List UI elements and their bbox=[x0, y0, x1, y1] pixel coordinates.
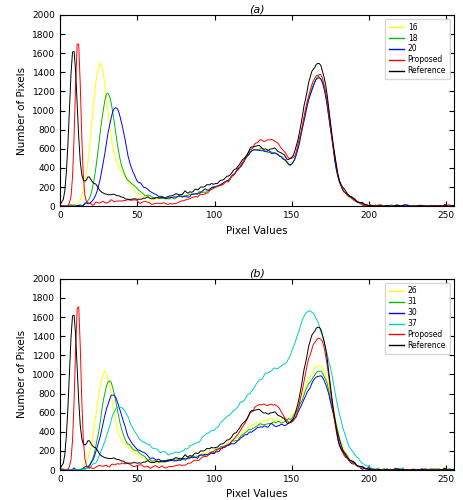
Title: (a): (a) bbox=[249, 4, 265, 14]
X-axis label: Pixel Values: Pixel Values bbox=[226, 226, 288, 235]
X-axis label: Pixel Values: Pixel Values bbox=[226, 490, 288, 500]
Legend: 26, 31, 30, 37, Proposed, Reference: 26, 31, 30, 37, Proposed, Reference bbox=[385, 282, 450, 354]
Y-axis label: Number of Pixels: Number of Pixels bbox=[17, 66, 27, 154]
Title: (b): (b) bbox=[249, 268, 265, 278]
Legend: 16, 18, 20, Proposed, Reference: 16, 18, 20, Proposed, Reference bbox=[385, 19, 450, 79]
Y-axis label: Number of Pixels: Number of Pixels bbox=[17, 330, 27, 418]
